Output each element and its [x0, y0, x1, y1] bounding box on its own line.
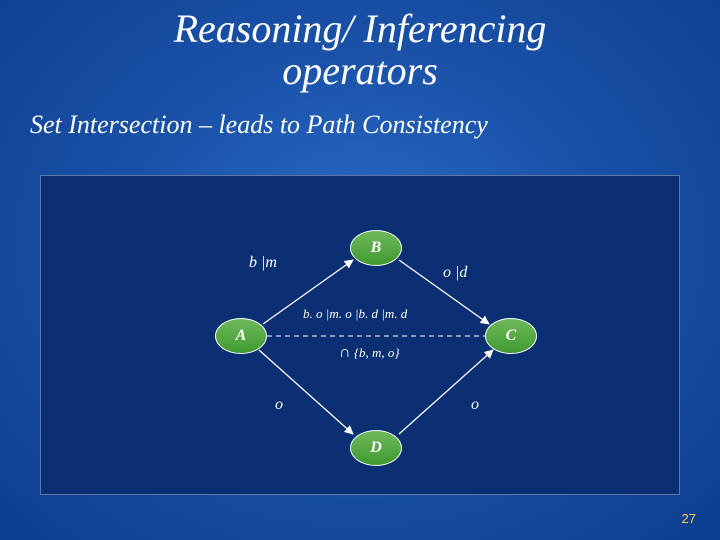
title-line1: Reasoning/ Inferencing [174, 6, 547, 51]
compose-label: b. o |m. o |b. d |m. d [303, 306, 407, 322]
node-b: B [350, 230, 402, 266]
node-a: A [215, 318, 267, 354]
edge-ad [259, 350, 353, 434]
node-a-label: A [236, 327, 247, 345]
edge-label-ad: o [275, 396, 283, 414]
node-c-label: C [506, 327, 517, 345]
edge-label-dc: o [471, 396, 479, 414]
edge-label-ab: b |m [249, 254, 277, 272]
node-d-label: D [370, 439, 382, 457]
intersect-label: ∩ {b, m, o} [339, 344, 400, 362]
diagram-container: A B C D b |m o |d o o b. o |m. o |b. d |… [40, 175, 680, 495]
slide-subtitle: Set Intersection – leads to Path Consist… [0, 92, 720, 140]
edge-dc [399, 350, 493, 434]
node-c: C [485, 318, 537, 354]
slide-title: Reasoning/ Inferencing operators [0, 0, 720, 92]
page-number: 27 [682, 511, 696, 526]
edge-label-bc: o |d [443, 264, 467, 282]
title-line2: operators [282, 48, 438, 93]
node-d: D [350, 430, 402, 466]
node-b-label: B [371, 239, 382, 257]
cap-icon: ∩ [339, 344, 351, 361]
